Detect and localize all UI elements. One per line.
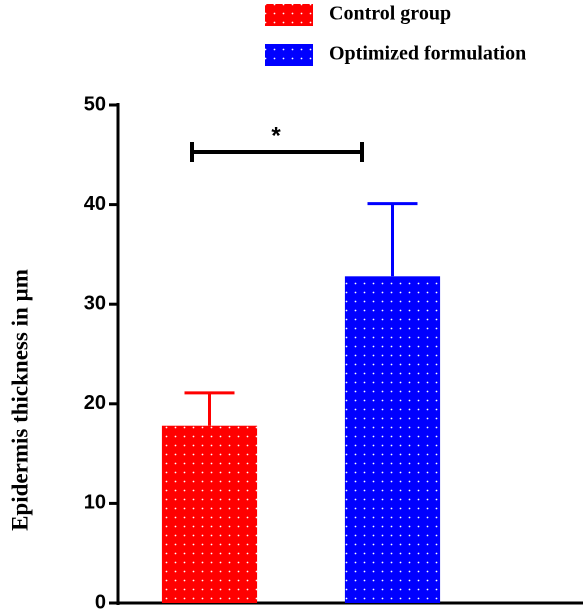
- y-tick-label: 30: [84, 292, 106, 314]
- legend-label: Control group: [329, 3, 451, 25]
- legend-swatch: [265, 4, 313, 26]
- y-tick-label: 50: [84, 93, 106, 115]
- legend-label: Optimized formulation: [329, 43, 526, 65]
- y-tick-label: 10: [84, 492, 106, 514]
- y-axis-label: Epidermis thickness in µm: [7, 269, 32, 531]
- y-tick-label: 0: [95, 591, 106, 613]
- y-tick-label: 20: [84, 392, 106, 414]
- bar: [344, 276, 441, 603]
- significance-bracket: [190, 142, 364, 162]
- legend-swatch: [265, 44, 313, 66]
- y-tick-label: 40: [84, 193, 106, 215]
- bar: [161, 425, 258, 603]
- significance-label: *: [271, 122, 281, 149]
